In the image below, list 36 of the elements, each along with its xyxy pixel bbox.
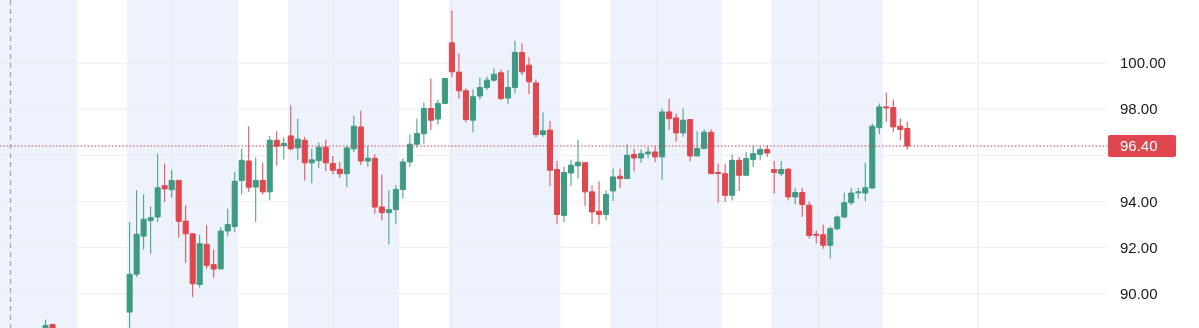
candlestick (539, 111, 547, 138)
candlestick (624, 143, 631, 180)
candlestick (771, 160, 778, 195)
candlestick (42, 319, 49, 328)
candlestick (729, 153, 736, 201)
candlestick (736, 156, 743, 192)
candlestick (778, 160, 785, 177)
candlestick (49, 323, 56, 328)
candlestick (680, 107, 687, 138)
candlestick (294, 118, 301, 161)
candlestick (427, 78, 434, 131)
candlestick (161, 163, 168, 203)
candlestick (659, 107, 666, 181)
y-tick-label: 98.00 (1120, 100, 1158, 118)
candlestick (238, 148, 245, 195)
candlestick (617, 168, 624, 189)
candlestick (785, 167, 792, 201)
candlestick (603, 189, 610, 221)
y-tick-label: 90.00 (1120, 284, 1158, 302)
y-tick-label: 94.00 (1120, 192, 1158, 210)
candlestick (259, 162, 266, 195)
candlestick (196, 234, 203, 289)
candlestick (799, 187, 806, 218)
candlestick (792, 187, 799, 205)
candlestick (631, 148, 638, 172)
candlestick (168, 169, 175, 199)
candlestick (266, 135, 273, 201)
candlestick (280, 137, 287, 161)
candlestick (532, 78, 540, 139)
ref-line-label: 96.40 (1120, 137, 1158, 155)
y-tick-label: 92.00 (1120, 238, 1158, 256)
candlestick (252, 156, 259, 223)
candlestick (364, 145, 371, 168)
candlestick (497, 69, 504, 101)
y-tick-label: 100.00 (1120, 54, 1166, 72)
candlestick (610, 168, 617, 202)
